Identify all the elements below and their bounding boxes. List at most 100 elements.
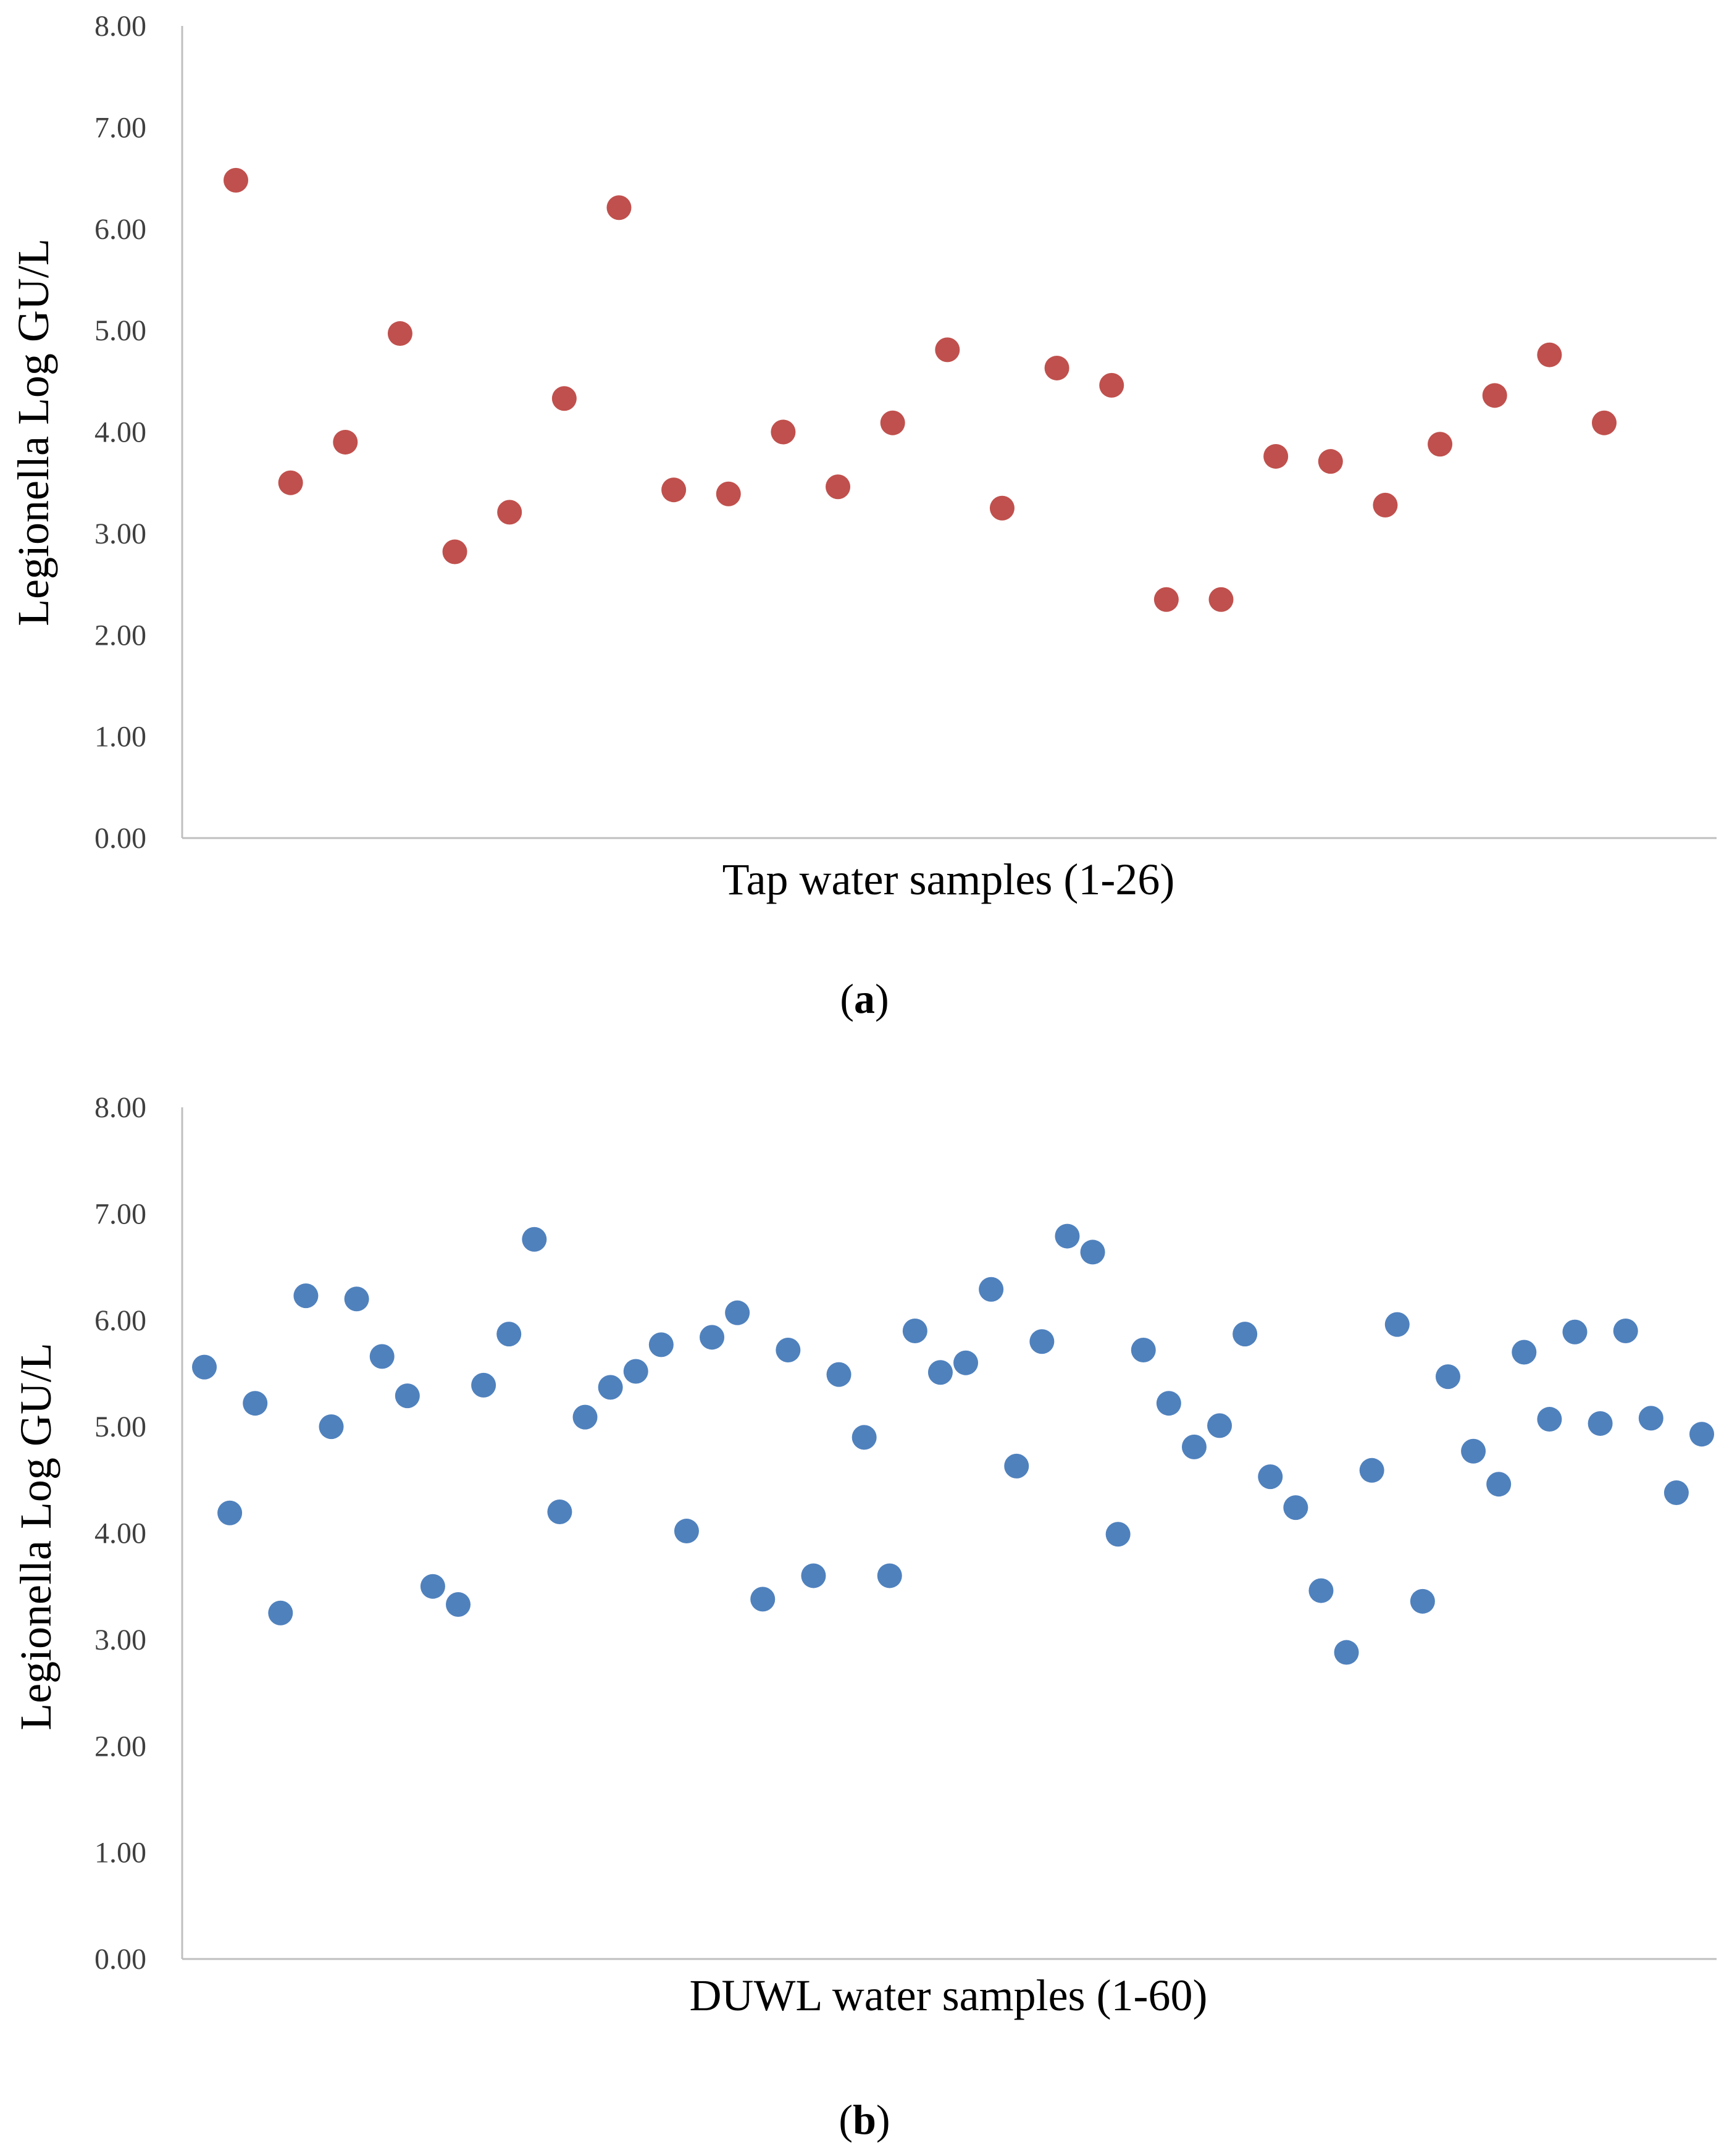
data-point: [1537, 342, 1562, 367]
y-tick-label: 4.00: [94, 416, 146, 449]
data-point: [497, 500, 522, 525]
data-point: [1055, 1223, 1080, 1249]
data-point: [776, 1338, 801, 1363]
data-point: [1208, 587, 1234, 612]
data-point: [572, 1404, 598, 1430]
data-point: [1512, 1340, 1537, 1365]
panel-a-tap-water-chart: 0.00 1.00 2.00 3.00 4.00 5.00 6.00 7.00 8.00 Leg…: [9, 10, 1717, 1022]
data-point: [771, 419, 796, 445]
y-axis-title: Legionella Log GU/L: [9, 238, 58, 626]
data-point: [674, 1519, 699, 1544]
data-point: [1410, 1588, 1435, 1614]
data-point: [420, 1574, 445, 1599]
data-point: [1263, 443, 1289, 469]
y-tick-label: 6.00: [94, 1304, 146, 1337]
data-point: [387, 321, 412, 346]
data-point: [1156, 1391, 1181, 1416]
data-point: [606, 195, 632, 220]
data-point: [1461, 1438, 1486, 1464]
data-point: [880, 410, 905, 435]
data-point: [623, 1359, 648, 1384]
data-point: [1044, 355, 1069, 380]
data-point: [953, 1350, 979, 1375]
data-points: [192, 1223, 1714, 1665]
data-point: [1080, 1239, 1105, 1265]
y-tick-label: 1.00: [94, 721, 146, 753]
data-point: [700, 1325, 725, 1350]
data-point: [1181, 1434, 1207, 1459]
y-tick-label: 7.00: [94, 1198, 146, 1230]
data-point: [1592, 410, 1617, 435]
panel-b-duwl-water-chart: 0.00 1.00 2.00 3.00 4.00 5.00 6.00 7.00 8.00 Leg…: [11, 1091, 1717, 2143]
data-point: [268, 1600, 293, 1625]
data-point: [344, 1286, 369, 1312]
data-point: [1318, 449, 1343, 474]
data-point: [935, 337, 960, 363]
data-point: [1153, 587, 1179, 612]
data-point: [1232, 1322, 1258, 1347]
y-axis-title: Legionella Log GU/L: [11, 1343, 61, 1730]
data-point: [598, 1375, 623, 1400]
y-tick-label: 6.00: [94, 213, 146, 246]
panel-label: b: [853, 2096, 876, 2143]
panel-caption: (b): [839, 2096, 890, 2143]
data-point: [471, 1372, 496, 1398]
data-points: [224, 167, 1617, 612]
y-tick-label: 3.00: [94, 1624, 146, 1656]
x-axis-title: DUWL water samples (1-60): [689, 1971, 1207, 2020]
data-point: [661, 477, 687, 503]
data-point: [1105, 1522, 1131, 1547]
data-point: [278, 470, 303, 495]
data-point: [826, 474, 851, 500]
data-point: [395, 1383, 420, 1409]
data-point: [1428, 432, 1453, 457]
data-point: [1537, 1407, 1562, 1432]
data-point: [442, 539, 467, 564]
data-point: [1131, 1338, 1156, 1363]
x-axis-title: Tap water samples (1-26): [722, 855, 1175, 904]
data-point: [369, 1344, 395, 1369]
data-point: [217, 1500, 243, 1525]
y-tick-labels: 0.00 1.00 2.00 3.00 4.00 5.00 6.00 7.00 8.00: [94, 10, 146, 855]
data-point: [1613, 1318, 1638, 1343]
data-point: [1004, 1453, 1029, 1479]
y-tick-label: 1.00: [94, 1837, 146, 1869]
y-tick-label: 5.00: [94, 1411, 146, 1443]
data-point: [1359, 1458, 1384, 1483]
y-tick-label: 5.00: [94, 314, 146, 347]
data-point: [979, 1277, 1004, 1302]
data-point: [522, 1227, 547, 1252]
data-point: [446, 1592, 471, 1617]
data-point: [716, 481, 741, 506]
data-point: [877, 1563, 902, 1588]
data-point: [293, 1283, 319, 1309]
data-point: [989, 495, 1015, 521]
data-point: [192, 1354, 217, 1380]
data-point: [1373, 492, 1398, 518]
data-point: [1029, 1329, 1055, 1354]
y-tick-label: 0.00: [94, 1943, 146, 1976]
y-tick-label: 7.00: [94, 111, 146, 144]
y-tick-labels: 0.00 1.00 2.00 3.00 4.00 5.00 6.00 7.00 8.00: [94, 1091, 146, 1976]
data-point: [243, 1391, 268, 1416]
panel-caption: (a): [840, 975, 889, 1022]
y-tick-label: 8.00: [94, 10, 146, 43]
data-point: [750, 1587, 776, 1612]
data-point: [725, 1300, 750, 1325]
data-point: [927, 1360, 953, 1385]
data-point: [852, 1425, 877, 1450]
panel-label: a: [854, 975, 875, 1022]
y-tick-label: 4.00: [94, 1517, 146, 1550]
data-point: [1689, 1422, 1714, 1447]
y-tick-label: 3.00: [94, 518, 146, 550]
data-point: [801, 1563, 826, 1588]
data-point: [1486, 1472, 1512, 1497]
data-point: [333, 429, 358, 455]
data-point: [1435, 1364, 1460, 1390]
y-tick-label: 2.00: [94, 1730, 146, 1763]
y-tick-label: 8.00: [94, 1091, 146, 1124]
data-point: [1258, 1464, 1283, 1490]
data-point: [496, 1322, 522, 1347]
y-tick-label: 2.00: [94, 619, 146, 652]
